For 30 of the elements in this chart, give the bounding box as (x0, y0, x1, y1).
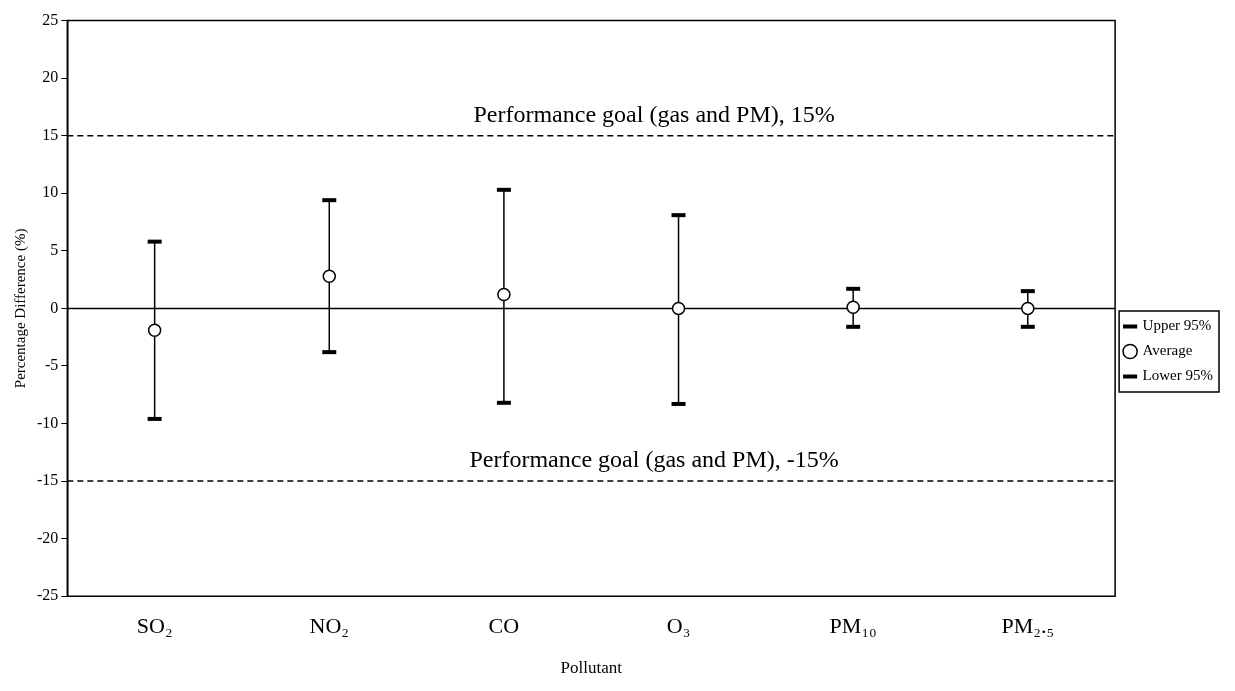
point (497, 287, 511, 302)
x-tick-label: SO₂ (136, 613, 173, 639)
y-tick-label: -25 (37, 586, 59, 604)
y-tick-label: 20 (42, 68, 59, 86)
x-tick-label: NO₂ (309, 613, 349, 639)
point (671, 301, 686, 316)
y-tick-label: 10 (42, 183, 59, 201)
x-tick-label: PM₁₀ (829, 613, 877, 639)
ref-line-label: Performance goal (gas and PM), -15% (469, 446, 839, 473)
y-tick-label: -10 (37, 413, 59, 431)
point (1021, 301, 1035, 316)
y-tick-label: -15 (37, 471, 59, 489)
text: Upper 95% (1142, 317, 1212, 334)
y-tick-label: 0 (50, 298, 59, 316)
y-tick-label: 5 (50, 241, 59, 259)
y-tick-label: -5 (45, 356, 59, 374)
text: Lower 95% (1142, 367, 1214, 384)
y-tick-label: -20 (37, 528, 59, 546)
point (147, 323, 162, 338)
legend-label: Average (1142, 342, 1193, 359)
point (846, 300, 860, 314)
y-tick-label: 25 (42, 10, 59, 28)
ref-line-label: Performance goal (gas and PM), 15% (473, 101, 835, 128)
x-tick-label: O₃ (666, 613, 691, 639)
point (322, 269, 337, 283)
x-axis-title: Pollutant (560, 658, 623, 678)
x-tick-label: PM₂.₅ (1001, 613, 1055, 639)
x-tick-label: CO (488, 613, 520, 639)
y-tick-label: 15 (42, 125, 59, 143)
y-axis-title: Percentage Difference (%) (11, 228, 29, 389)
